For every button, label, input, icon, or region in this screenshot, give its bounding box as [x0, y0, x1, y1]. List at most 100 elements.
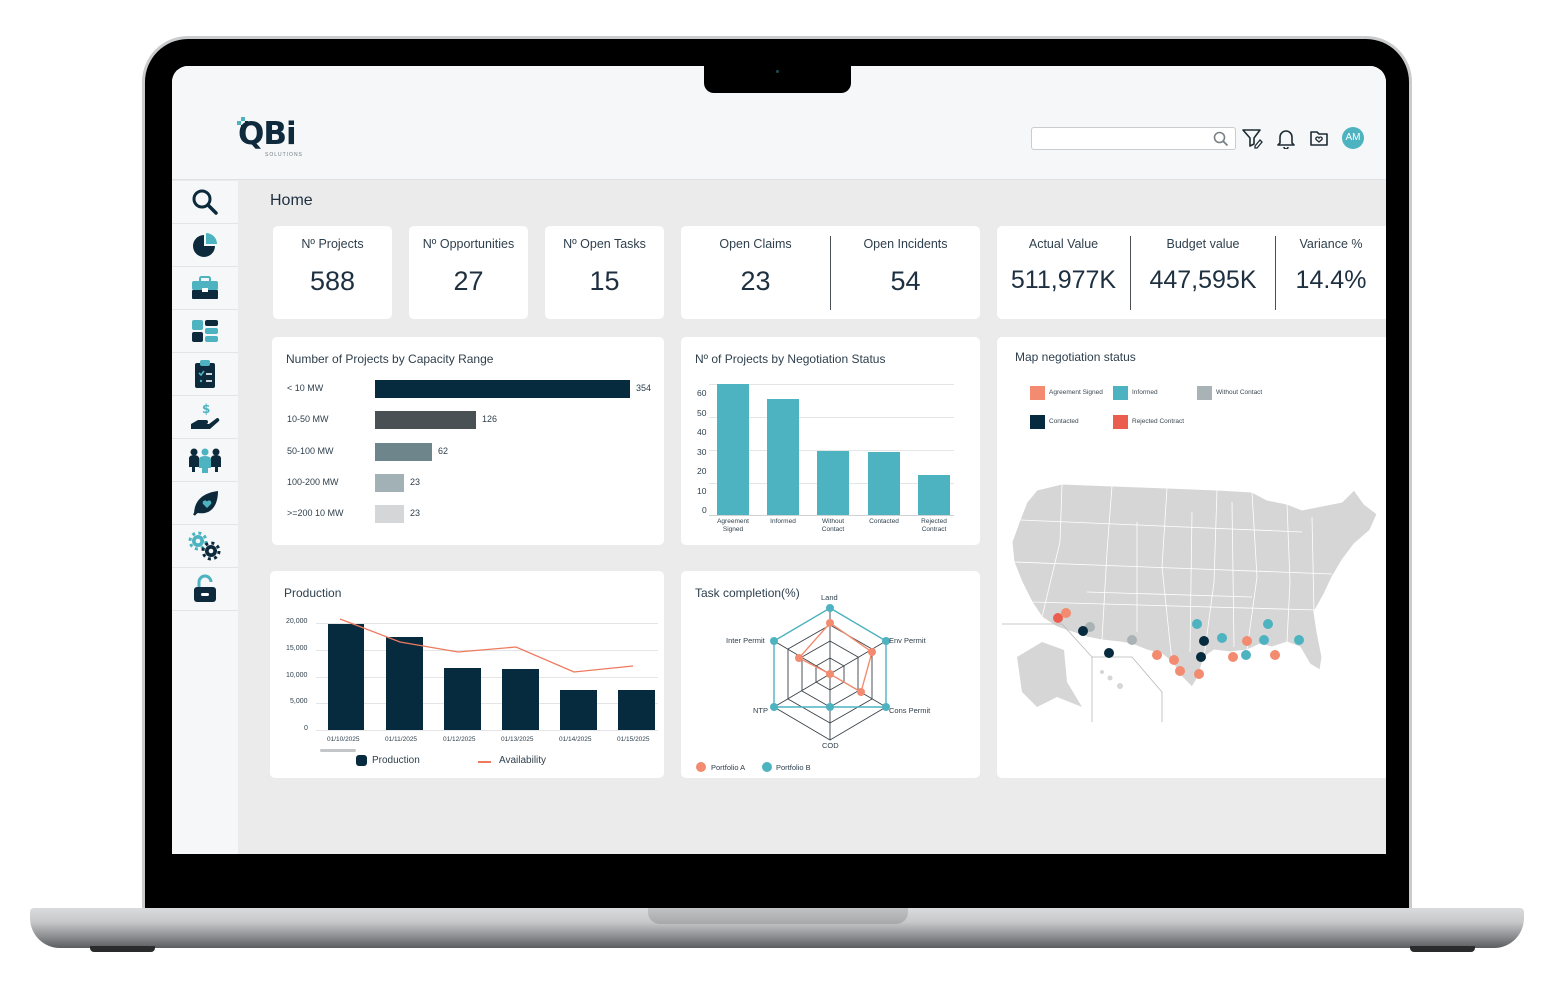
briefcase-icon [192, 276, 218, 299]
y-tick: 5,000 [290, 698, 308, 705]
sidebar-item-analytics[interactable] [172, 224, 238, 267]
sidebar-item-dashboard[interactable] [172, 310, 238, 353]
production-bar[interactable] [444, 668, 481, 730]
production-bar[interactable] [386, 637, 423, 730]
bar-row[interactable]: >=200 10 MW 23 [272, 505, 664, 523]
y-tick: 30 [697, 447, 707, 457]
horizontal-scrollbar[interactable] [320, 749, 356, 752]
bell-icon[interactable] [1275, 127, 1297, 149]
bar-contacted[interactable] [868, 452, 900, 515]
production-bar[interactable] [618, 690, 655, 730]
radar-axis-label: Land [821, 593, 838, 602]
kpi-card-claims-incidents: Open Claims 23 Open Incidents 54 [681, 226, 980, 319]
negotiation-status-chart: Nº of Projects by Negotiation Status 60 … [681, 337, 980, 545]
bar [375, 474, 404, 492]
y-tick: 50 [697, 408, 707, 418]
gridline [316, 623, 658, 624]
search-icon[interactable] [1213, 131, 1229, 147]
x-label: Informed [770, 518, 796, 525]
production-bar[interactable] [502, 669, 539, 730]
bar-row[interactable]: < 10 MW 354 [272, 380, 664, 398]
y-tick: 20 [697, 466, 707, 476]
sidebar-item-tasks[interactable] [172, 353, 238, 396]
x-tick: 01/13/2025 [501, 736, 534, 743]
x-tick: 01/15/2025 [617, 736, 650, 743]
radar-plot[interactable] [681, 571, 980, 778]
production-chart: Production 20,000 15,000 10,000 5,000 0 … [270, 571, 664, 778]
filter-edit-icon[interactable] [1241, 127, 1263, 149]
kpi-value: 588 [309, 266, 356, 296]
search-field[interactable] [1036, 128, 1206, 148]
y-tick: 15,000 [286, 645, 308, 652]
bar-rejected-contract[interactable] [918, 475, 950, 515]
chart-title: Number of Projects by Capacity Range [286, 352, 494, 366]
bar-label: 50-100 MW [287, 446, 334, 456]
bar-label: 10-50 MW [287, 414, 329, 424]
y-tick: 20,000 [286, 618, 308, 625]
kpi-label: Budget value [1166, 237, 1240, 251]
legend-swatch-portfolio-b [762, 762, 772, 772]
bar-value: 23 [410, 477, 421, 487]
kpi-value: 23 [740, 266, 771, 296]
bar-value: 62 [438, 446, 449, 456]
kpi-open-incidents[interactable]: Open Incidents 54 [831, 226, 980, 319]
camera-icon [776, 70, 779, 73]
svg-text:$: $ [202, 402, 210, 416]
production-bar[interactable] [328, 624, 364, 730]
sidebar-item-search[interactable] [172, 181, 238, 224]
us-map[interactable] [1002, 482, 1386, 722]
kpi-label: Nº Opportunities [422, 237, 515, 251]
kpi-card-projects[interactable]: Nº Projects 588 [273, 226, 392, 319]
kpi-card-opportunities[interactable]: Nº Opportunities 27 [409, 226, 528, 319]
sidebar-item-settings[interactable] [172, 525, 238, 568]
kpi-variance[interactable]: Variance % 14.4% [1276, 226, 1386, 319]
laptop-opening-groove [648, 908, 908, 924]
legend-swatch [1030, 386, 1045, 400]
search-input[interactable] [1031, 127, 1236, 150]
legend-label: Production [372, 755, 420, 766]
sidebar-item-finance[interactable]: $ [172, 396, 238, 439]
x-label: Agreement Signed [717, 518, 749, 533]
logo-text: QBi [238, 116, 297, 152]
logo-subtitle: SOLUTIONS [265, 152, 303, 158]
kpi-value: 15 [589, 266, 620, 296]
legend-label: Rejected Contract [1132, 418, 1185, 425]
legend-label: Agreement Signed [1049, 389, 1103, 396]
kpi-value: 54 [890, 266, 921, 296]
chart-title: Production [284, 586, 342, 600]
bar-row[interactable]: 10-50 MW 126 [272, 411, 664, 429]
bar-row[interactable]: 100-200 MW 23 [272, 474, 664, 492]
kpi-label: Variance % [1299, 237, 1363, 251]
divider [830, 236, 831, 310]
sidebar: $ [172, 181, 238, 854]
bar-informed[interactable] [767, 399, 799, 515]
user-avatar[interactable]: AM [1342, 127, 1364, 149]
bar-without-contact[interactable] [817, 451, 849, 515]
legend-swatch [1113, 415, 1128, 429]
bar [375, 380, 630, 398]
bar-value: 126 [482, 414, 498, 424]
bar-row[interactable]: 50-100 MW 62 [272, 443, 664, 461]
kpi-actual-value[interactable]: Actual Value 511,977K [997, 226, 1130, 319]
kpi-budget-value[interactable]: Budget value 447,595K [1131, 226, 1275, 319]
legend-swatch [1197, 386, 1212, 400]
folder-heart-icon[interactable] [1308, 127, 1330, 149]
kpi-card-open-tasks[interactable]: Nº Open Tasks 15 [545, 226, 664, 319]
y-tick: 10 [697, 486, 707, 496]
x-tick: 01/10/2025 [327, 736, 360, 743]
y-tick: 60 [697, 388, 707, 398]
production-bar[interactable] [560, 690, 597, 730]
bar [375, 505, 404, 523]
sidebar-item-team[interactable] [172, 439, 238, 482]
qbi-logo[interactable]: QBi SOLUTIONS [237, 116, 308, 162]
kpi-open-claims[interactable]: Open Claims 23 [681, 226, 830, 319]
camera-notch [704, 60, 851, 93]
kpi-card-financials: Actual Value 511,977K Budget value 447,5… [997, 226, 1386, 319]
sidebar-item-projects[interactable] [172, 267, 238, 310]
x-tick: 01/14/2025 [559, 736, 592, 743]
kpi-value: 14.4% [1295, 266, 1367, 294]
x-tick: 01/11/2025 [385, 736, 418, 743]
bar-agreement-signed[interactable] [717, 384, 749, 515]
sidebar-item-access[interactable] [172, 568, 238, 611]
sidebar-item-sustainability[interactable] [172, 482, 238, 525]
